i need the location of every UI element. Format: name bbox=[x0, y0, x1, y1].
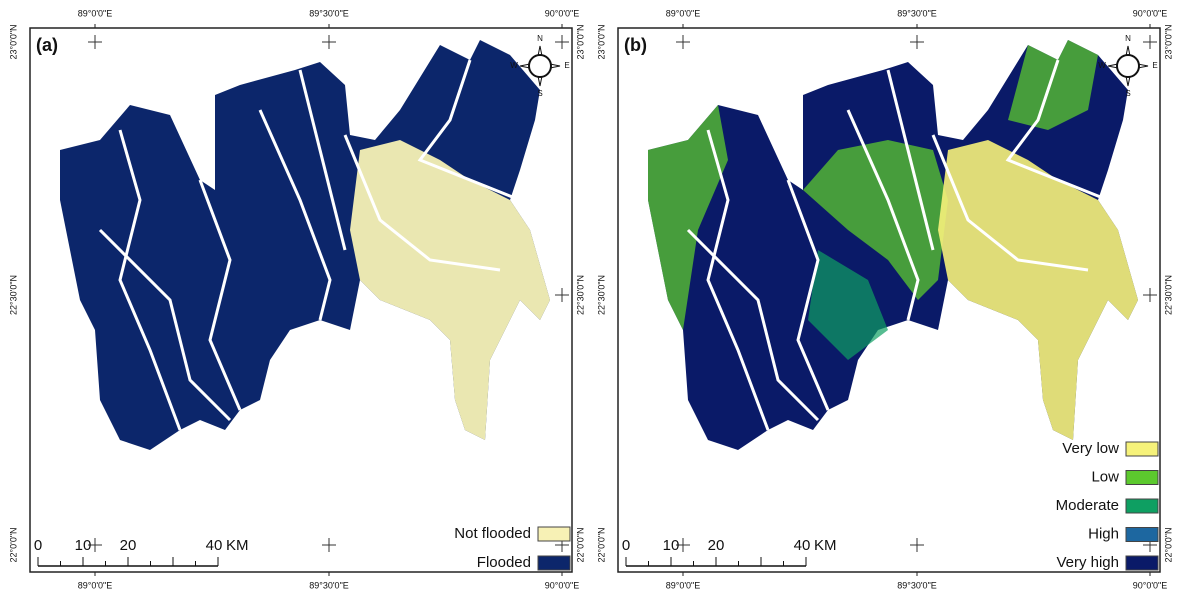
compass-letter: S bbox=[1125, 89, 1130, 98]
panel-label: (b) bbox=[624, 35, 647, 55]
latitude-label: 22°0'0"N bbox=[575, 527, 585, 562]
longitude-label: 90°0'0"E bbox=[1133, 580, 1168, 590]
latitude-label: 22°0'0"N bbox=[8, 527, 18, 562]
legend-label: Very high bbox=[1056, 554, 1119, 571]
scale-label: 40 bbox=[794, 537, 811, 554]
legend-label: Flooded bbox=[477, 554, 531, 571]
longitude-label: 89°0'0"E bbox=[78, 8, 113, 18]
legend-label: High bbox=[1088, 525, 1119, 542]
latitude-label: 22°30'0"N bbox=[1163, 275, 1173, 315]
latitude-label: 22°30'0"N bbox=[8, 275, 18, 315]
compass-letter: E bbox=[1152, 61, 1157, 70]
scale-label: 10 bbox=[75, 537, 92, 554]
longitude-label: 89°30'0"E bbox=[897, 8, 937, 18]
scale-label: 0 bbox=[34, 537, 42, 554]
latitude-label: 23°0'0"N bbox=[575, 24, 585, 59]
legend-label: Not flooded bbox=[454, 525, 531, 542]
longitude-label: 89°30'0"E bbox=[309, 580, 349, 590]
longitude-label: 89°0'0"E bbox=[666, 580, 701, 590]
latitude-label: 22°0'0"N bbox=[1163, 527, 1173, 562]
legend-label: Moderate bbox=[1056, 497, 1119, 514]
scale-unit: KM bbox=[814, 537, 837, 554]
scale-label: 20 bbox=[708, 537, 725, 554]
panel-label: (a) bbox=[36, 35, 58, 55]
compass-letter: W bbox=[1098, 61, 1106, 70]
legend-swatch bbox=[1126, 556, 1158, 570]
longitude-label: 89°30'0"E bbox=[309, 8, 349, 18]
legend-swatch bbox=[1126, 499, 1158, 513]
legend-swatch bbox=[538, 556, 570, 570]
latitude-label: 23°0'0"N bbox=[596, 24, 606, 59]
figure: 89°0'0"E 89°0'0"E 89°30'0"E 89°30'0"E 90°0'0… bbox=[0, 0, 1182, 592]
compass-letter: S bbox=[537, 89, 542, 98]
longitude-label: 89°30'0"E bbox=[897, 580, 937, 590]
north-arrow-ring bbox=[1117, 55, 1139, 77]
legend-swatch bbox=[1126, 528, 1158, 542]
scale-label: 0 bbox=[622, 537, 630, 554]
longitude-label: 90°0'0"E bbox=[1133, 8, 1168, 18]
compass-letter: N bbox=[1125, 34, 1131, 43]
legend-swatch bbox=[1126, 442, 1158, 456]
map-panel: 89°0'0"E 89°0'0"E 89°30'0"E 89°30'0"E 90°0'0… bbox=[596, 8, 1173, 590]
longitude-label: 90°0'0"E bbox=[545, 8, 580, 18]
legend-label: Low bbox=[1091, 468, 1119, 485]
legend-swatch bbox=[1126, 471, 1158, 485]
latitude-label: 23°0'0"N bbox=[8, 24, 18, 59]
compass-letter: E bbox=[564, 61, 569, 70]
longitude-label: 89°0'0"E bbox=[78, 580, 113, 590]
compass-letter: W bbox=[510, 61, 518, 70]
legend-label: Very low bbox=[1062, 440, 1119, 457]
latitude-label: 22°30'0"N bbox=[575, 275, 585, 315]
scale-label: 20 bbox=[120, 537, 137, 554]
latitude-label: 23°0'0"N bbox=[1163, 24, 1173, 59]
scale-label: 10 bbox=[663, 537, 680, 554]
latitude-label: 22°0'0"N bbox=[596, 527, 606, 562]
legend-swatch bbox=[538, 527, 570, 541]
longitude-label: 90°0'0"E bbox=[545, 580, 580, 590]
compass-letter: N bbox=[537, 34, 543, 43]
scale-unit: KM bbox=[226, 537, 249, 554]
longitude-label: 89°0'0"E bbox=[666, 8, 701, 18]
scale-label: 40 bbox=[206, 537, 223, 554]
map-panel: 89°0'0"E 89°0'0"E 89°30'0"E 89°30'0"E 90°0'0… bbox=[8, 8, 585, 590]
latitude-label: 22°30'0"N bbox=[596, 275, 606, 315]
north-arrow-ring bbox=[529, 55, 551, 77]
